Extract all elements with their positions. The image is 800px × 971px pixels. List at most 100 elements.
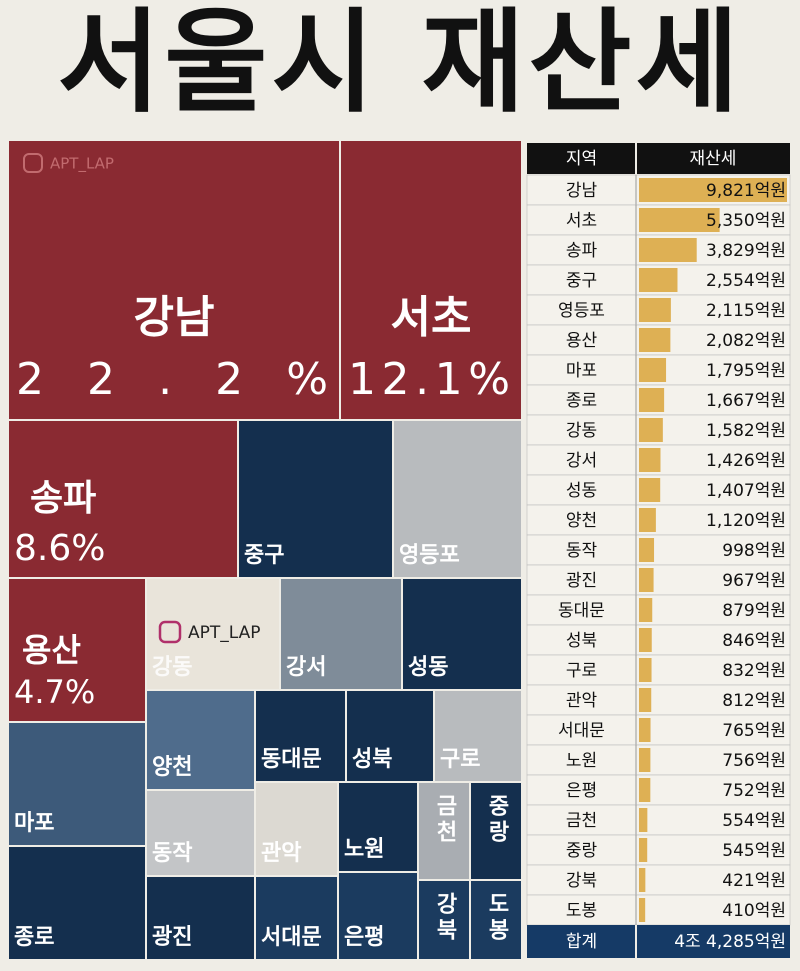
cell-label: 중구	[244, 543, 284, 568]
data-bar	[639, 418, 663, 442]
table-header-text: 지역	[566, 149, 597, 169]
cell-label: 종로	[14, 925, 54, 950]
cell-label: 강북	[432, 892, 457, 944]
data-bar	[639, 628, 652, 652]
data-bar	[639, 328, 671, 352]
cell-share: 12.1%	[348, 354, 510, 405]
table-row	[526, 594, 791, 626]
region-name: 구로	[566, 661, 597, 681]
table-row	[526, 624, 791, 656]
region-name: 노원	[566, 751, 597, 771]
watermark: APT_LAP	[50, 155, 114, 174]
region-name: 서대문	[558, 721, 605, 741]
data-bar	[639, 268, 678, 292]
cell-label: 성동	[408, 655, 448, 680]
data-bar	[639, 358, 667, 382]
table-row	[526, 834, 791, 866]
table-row	[526, 804, 791, 836]
watermark-icon	[23, 153, 43, 173]
data-bar	[639, 778, 651, 802]
table-row	[526, 564, 791, 596]
treemap-cell	[145, 875, 256, 961]
cell-label: 관악	[261, 841, 301, 866]
treemap-cell	[254, 781, 339, 877]
data-bar	[639, 868, 646, 892]
treemap-cell	[237, 419, 394, 579]
tax-value: 410억원	[722, 901, 786, 921]
table-row	[526, 684, 791, 716]
tax-value: 1,120억원	[706, 511, 786, 531]
treemap-cell	[417, 879, 471, 961]
region-name: 용산	[566, 331, 598, 351]
data-bar	[639, 508, 656, 532]
cell-label: 양천	[152, 755, 192, 780]
data-bar	[639, 838, 648, 862]
cell-label: 중랑	[484, 794, 509, 846]
data-bar	[639, 748, 651, 772]
table-header	[527, 143, 790, 174]
treemap-cell	[7, 139, 341, 421]
table-row	[526, 654, 791, 686]
tax-value: 9,821억원	[706, 181, 786, 201]
cell-share: 8.6%	[14, 528, 105, 569]
total-value: 4조 4,285억원	[674, 932, 786, 952]
region-name: 관악	[566, 691, 598, 711]
region-name: 송파	[566, 241, 598, 261]
data-bar	[639, 448, 661, 472]
cell-label: 광진	[152, 925, 192, 950]
region-name: 도봉	[566, 901, 597, 921]
region-name: 중랑	[566, 841, 598, 861]
region-name: 강동	[566, 421, 597, 441]
region-name: 성북	[566, 631, 597, 651]
watermark: APT_LAP	[188, 623, 261, 643]
region-name: 성동	[566, 481, 597, 501]
tax-value: 1,795억원	[706, 361, 786, 381]
cell-label: 서대문	[261, 925, 322, 950]
treemap-cell	[145, 789, 256, 877]
tax-value: 545억원	[722, 841, 786, 861]
region-name: 강북	[566, 871, 597, 891]
data-bar	[639, 808, 648, 832]
region-name: 영등포	[558, 301, 605, 321]
tax-value: 421억원	[722, 871, 786, 891]
region-name: 중구	[566, 271, 597, 291]
tax-value: 1,426억원	[706, 451, 786, 471]
table-header-text: 재산세	[690, 149, 737, 169]
region-name: 마포	[566, 361, 597, 381]
data-bar	[639, 298, 671, 322]
treemap-cell	[7, 721, 147, 847]
cell-label: 동작	[152, 841, 192, 866]
treemap-cell	[433, 689, 523, 783]
region-name: 광진	[566, 571, 597, 591]
cell-label: 강남	[134, 292, 215, 343]
treemap-cell	[401, 577, 523, 691]
tax-value: 756억원	[722, 751, 786, 771]
treemap-cell	[7, 845, 147, 961]
tax-value: 846억원	[722, 631, 786, 651]
cell-label: 영등포	[399, 543, 460, 568]
tax-value: 554억원	[722, 811, 786, 831]
cell-label: 구로	[440, 747, 480, 772]
tax-value: 1,667억원	[706, 391, 786, 411]
data-bar	[639, 178, 787, 202]
tax-value: 765억원	[722, 721, 786, 741]
table-total	[527, 925, 790, 958]
cell-share: 4.7%	[14, 673, 95, 711]
cell-label: 강서	[286, 655, 326, 680]
tax-value: 5,350억원	[706, 211, 786, 231]
total-label: 합계	[566, 932, 597, 952]
treemap-cell	[7, 577, 147, 723]
tax-value: 2,115억원	[706, 301, 786, 321]
region-name: 동대문	[558, 601, 605, 621]
treemap-cell	[469, 879, 523, 961]
tax-value: 3,829억원	[706, 241, 786, 261]
data-bar	[639, 538, 655, 562]
tax-value: 2,554억원	[706, 271, 786, 291]
region-name: 종로	[566, 391, 597, 411]
tax-value: 879억원	[722, 601, 786, 621]
tax-value: 2,082억원	[706, 331, 786, 351]
cell-label: 도봉	[484, 892, 509, 944]
data-bar	[639, 478, 661, 502]
chart-title: 서울시 재산세	[57, 0, 742, 128]
